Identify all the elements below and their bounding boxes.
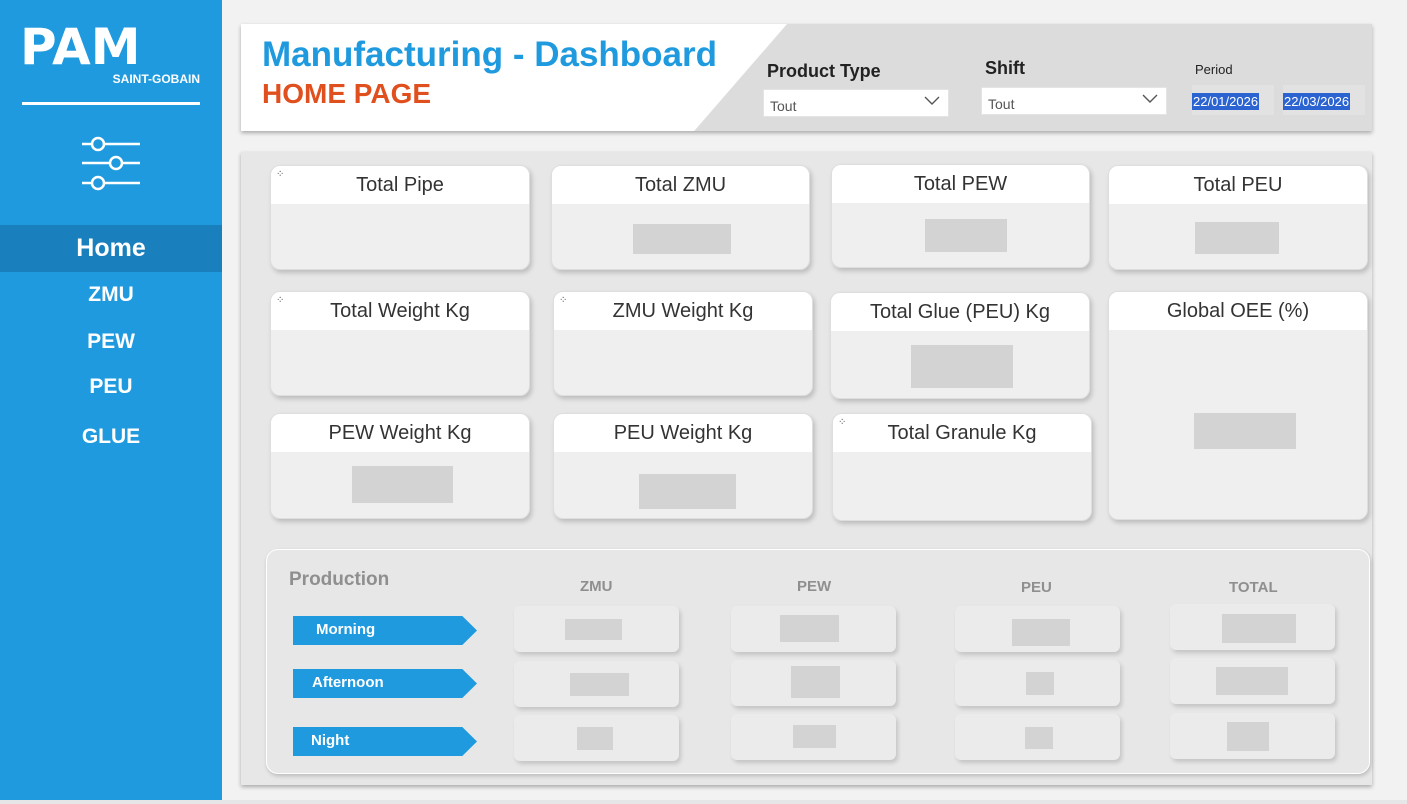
sidebar: PAM SAINT-GOBAIN Home ZMU PEW PEU GLUE <box>0 0 222 800</box>
shift-label: Shift <box>985 58 1025 78</box>
cell-afternoon-zmu <box>514 661 679 707</box>
col-head-pew: PEW <box>797 578 832 595</box>
cell-value <box>1012 619 1070 646</box>
loading-icon: ⁘ <box>838 417 847 428</box>
page-subtitle: HOME PAGE <box>262 78 432 109</box>
card-zmu-weight: ZMU Weight Kg ⁘ <box>553 291 813 396</box>
card-title: Total Weight Kg <box>271 292 529 330</box>
chevron-down-icon <box>924 96 940 105</box>
card-title: Total Pipe <box>271 166 529 204</box>
cell-night-total <box>1170 713 1335 759</box>
cell-morning-peu <box>955 606 1120 652</box>
loading-icon: ⁘ <box>276 295 285 306</box>
card-value <box>639 474 736 509</box>
cell-value <box>570 673 629 696</box>
card-value <box>925 219 1007 252</box>
card-pew-weight: PEW Weight Kg <box>270 413 530 519</box>
loading-icon: ⁘ <box>559 295 568 306</box>
card-title: ZMU Weight Kg <box>554 292 812 330</box>
card-title: Total ZMU <box>552 166 809 204</box>
product-type-dropdown[interactable]: Tout <box>763 89 949 117</box>
cell-morning-total <box>1170 604 1335 650</box>
cell-value <box>1222 614 1296 643</box>
shift-dropdown[interactable]: Tout <box>981 87 1167 115</box>
cell-value <box>791 666 840 698</box>
cell-night-zmu <box>514 715 679 761</box>
shift-row-afternoon: Afternoon <box>293 669 477 698</box>
card-title: Total PEW <box>832 165 1089 203</box>
loading-icon: ⁘ <box>276 169 285 180</box>
card-total-zmu: Total ZMU <box>551 165 810 270</box>
product-type-label: Product Type <box>767 61 881 81</box>
header-title-panel <box>241 24 787 131</box>
col-head-peu: PEU <box>1021 579 1052 596</box>
logo-divider <box>22 102 200 105</box>
pam-logo: PAM SAINT-GOBAIN <box>20 20 202 100</box>
cell-value <box>1026 672 1054 695</box>
card-title: Total PEU <box>1109 166 1367 204</box>
card-title: Total Glue (PEU) Kg <box>831 293 1089 331</box>
col-head-zmu: ZMU <box>580 578 613 595</box>
cell-afternoon-peu <box>955 660 1120 706</box>
shift-label: Morning <box>316 621 376 638</box>
nav-glue[interactable]: GLUE <box>81 425 141 448</box>
cell-night-pew <box>731 714 896 760</box>
card-title: PEU Weight Kg <box>554 414 812 452</box>
cell-morning-pew <box>731 606 896 652</box>
card-value <box>1194 413 1296 449</box>
period-start-input[interactable]: 22/01/2026 <box>1192 85 1274 115</box>
logo-brand: PAM <box>20 20 141 70</box>
period-start-value: 22/01/2026 <box>1192 93 1260 110</box>
bottom-bar <box>0 800 1407 804</box>
card-global-oee: Global OEE (%) <box>1108 291 1368 520</box>
card-total-glue: Total Glue (PEU) Kg <box>830 292 1090 399</box>
shift-row-morning: Morning <box>293 616 477 645</box>
card-total-pew: Total PEW <box>831 164 1090 268</box>
cell-morning-zmu <box>514 606 679 652</box>
cell-value <box>780 615 839 642</box>
card-value <box>352 466 453 503</box>
card-value <box>633 224 731 254</box>
card-value <box>1195 222 1279 254</box>
cell-afternoon-pew <box>731 660 896 706</box>
nav-home[interactable]: Home <box>0 225 222 272</box>
page-title: Manufacturing - Dashboard <box>262 35 718 74</box>
product-type-value: Tout <box>770 98 797 114</box>
cell-value <box>577 727 613 750</box>
card-total-peu: Total PEU <box>1108 165 1368 270</box>
card-peu-weight: PEU Weight Kg <box>553 413 813 519</box>
cell-value <box>1216 667 1288 695</box>
cell-night-peu <box>955 714 1120 760</box>
logo-sub: SAINT-GOBAIN <box>112 72 200 86</box>
nav-pew[interactable]: PEW <box>87 330 135 353</box>
card-title: Total Granule Kg <box>833 414 1091 452</box>
cell-value <box>1227 722 1269 751</box>
cell-afternoon-total <box>1170 658 1335 704</box>
period-end-value: 22/03/2026 <box>1283 93 1351 110</box>
shift-row-night: Night <box>293 727 477 756</box>
period-label: Period <box>1195 62 1233 77</box>
nav-zmu[interactable]: ZMU <box>88 283 134 306</box>
shift-label: Night <box>311 732 350 749</box>
card-total-weight: Total Weight Kg ⁘ <box>270 291 530 396</box>
production-title: Production <box>289 569 390 590</box>
cell-value <box>793 725 836 748</box>
card-title: PEW Weight Kg <box>271 414 529 452</box>
card-total-pipe: Total Pipe ⁘ <box>270 165 530 270</box>
shift-value: Tout <box>988 96 1015 112</box>
period-end-input[interactable]: 22/03/2026 <box>1283 85 1365 115</box>
chevron-down-icon <box>1142 94 1158 103</box>
filter-sliders-icon[interactable] <box>80 135 142 191</box>
card-total-granule: Total Granule Kg ⁘ <box>832 413 1092 521</box>
shift-label: Afternoon <box>312 674 384 691</box>
card-value <box>911 345 1013 388</box>
card-title: Global OEE (%) <box>1109 292 1367 330</box>
nav-peu[interactable]: PEU <box>89 375 133 398</box>
cell-value <box>565 619 622 640</box>
col-head-total: TOTAL <box>1229 579 1278 596</box>
header: Manufacturing - Dashboard HOME PAGE Prod… <box>241 24 1372 131</box>
cell-value <box>1025 727 1053 749</box>
logo-mark-icon: PAM <box>20 20 141 70</box>
